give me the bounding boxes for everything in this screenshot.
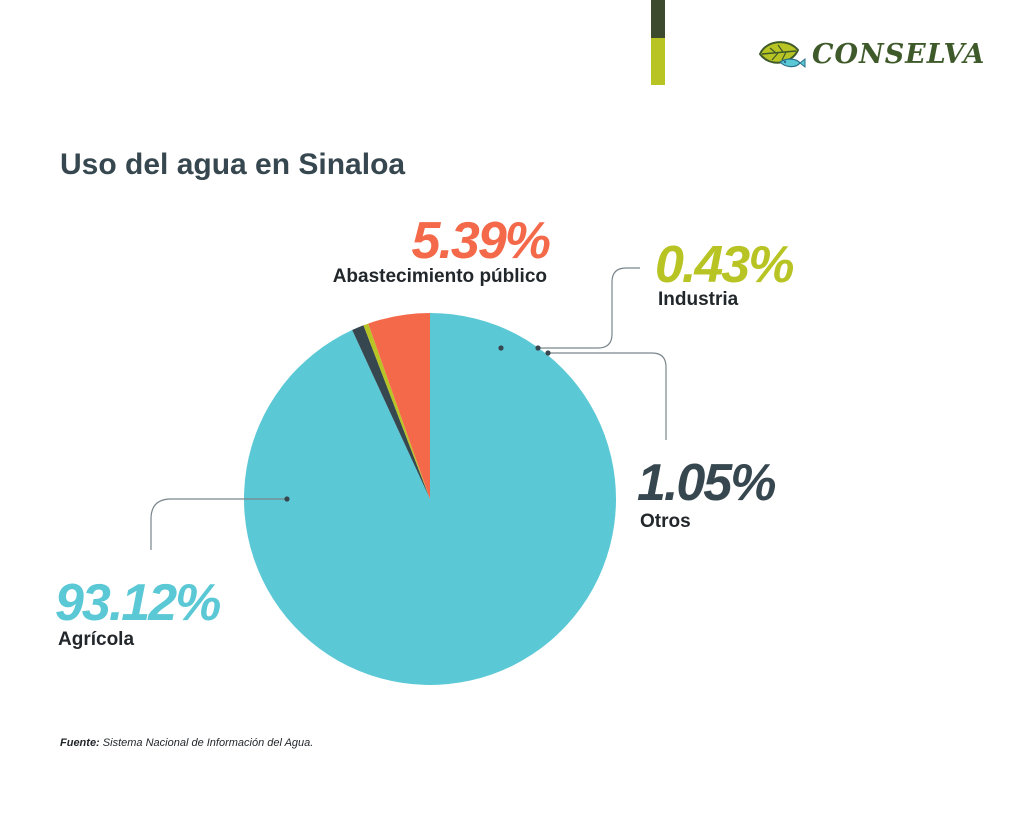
category-label-industria: Industria [658,289,739,310]
leader-line-agricola [150,498,287,550]
pie-slice-otros [352,325,430,499]
source-label: Fuente: [60,737,100,749]
pie-slice-abastecimiento-publico [368,313,430,499]
pct-label-agricola: 93.12% [55,574,220,632]
logo-text: CONSELVA [812,38,986,70]
leader-line-otros [548,352,667,440]
chart-title: Uso del agua en Sinaloa [60,148,406,181]
pie-slice-agricola [243,313,616,685]
category-label-abastecimiento-publico: Abastecimiento público [333,266,547,287]
category-label-agricola: Agrícola [58,629,134,650]
pct-label-industria: 0.43% [655,236,793,294]
leader-dot-otros [545,350,551,356]
category-label-otros: Otros [640,511,691,532]
pie-slice-industria [363,323,430,499]
accent-bar-dark [651,0,665,38]
pct-label-abastecimiento-publico: 5.39% [412,212,550,270]
pct-label-otros: 1.05% [637,454,775,512]
leaf-fish-icon [758,41,806,69]
source-text: Sistema Nacional de Información del Agua… [102,737,314,749]
source-note: Fuente: Sistema Nacional de Información … [60,737,313,749]
leader-line-industria [538,267,640,349]
accent-bar-lime [651,38,665,85]
conselva-logo: CONSELVA [756,36,985,72]
leader-dot-abastecimiento-publico [498,345,504,351]
leader-dot-industria [535,345,541,351]
leader-dot-agricola [284,496,290,502]
